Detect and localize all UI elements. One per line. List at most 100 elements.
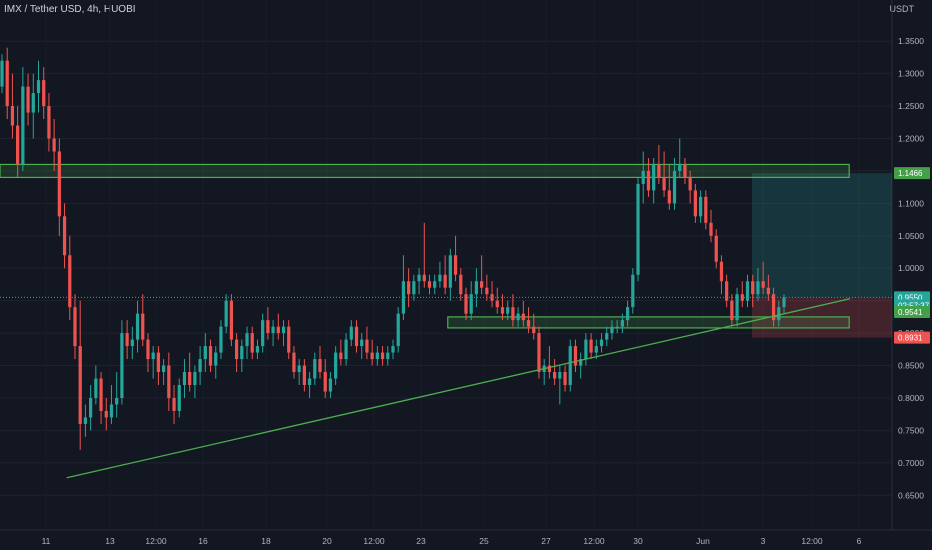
candle bbox=[94, 365, 98, 405]
candle bbox=[714, 229, 718, 269]
candle bbox=[109, 385, 114, 424]
candle-body bbox=[99, 378, 103, 411]
candle-body bbox=[526, 320, 531, 327]
y-tick-label: 0.7000 bbox=[898, 458, 924, 468]
candle bbox=[214, 346, 218, 379]
candle-body bbox=[5, 60, 9, 107]
candle-body bbox=[125, 333, 129, 347]
candle-body bbox=[365, 339, 369, 353]
candle bbox=[302, 359, 306, 392]
candle bbox=[667, 164, 671, 210]
candle bbox=[375, 346, 379, 366]
candle bbox=[464, 287, 468, 321]
candle-body bbox=[146, 339, 150, 360]
candle bbox=[318, 346, 322, 379]
candle bbox=[688, 170, 692, 204]
candle-body bbox=[115, 397, 119, 405]
x-tick-label: 12:00 bbox=[801, 536, 823, 546]
candle bbox=[427, 274, 432, 295]
candle bbox=[751, 274, 755, 308]
candle-body bbox=[255, 346, 260, 353]
candle bbox=[500, 294, 505, 321]
candle-body bbox=[704, 196, 708, 223]
y-tick-label: 1.0000 bbox=[898, 263, 924, 273]
currency-unit: USDT bbox=[889, 4, 915, 14]
candle-body bbox=[443, 274, 447, 288]
candle bbox=[657, 144, 661, 184]
candle bbox=[193, 365, 197, 398]
candle bbox=[344, 333, 348, 366]
candle-body bbox=[334, 352, 338, 379]
candle-body bbox=[234, 339, 239, 360]
candle-body bbox=[302, 365, 306, 386]
candle bbox=[208, 339, 213, 373]
price-label-text: 0.9541 bbox=[898, 308, 923, 317]
candle-body bbox=[349, 326, 353, 340]
candle bbox=[31, 73, 35, 139]
candle-body bbox=[26, 86, 30, 113]
stop-loss-zone bbox=[751, 297, 892, 338]
candle-body bbox=[537, 333, 541, 373]
candle bbox=[537, 326, 541, 379]
candle bbox=[21, 67, 25, 171]
candle-body bbox=[328, 378, 333, 392]
candle-body bbox=[407, 281, 411, 295]
candle-body bbox=[339, 352, 343, 360]
candle bbox=[563, 365, 567, 392]
candle-body bbox=[521, 313, 525, 321]
candle bbox=[646, 157, 651, 197]
candle bbox=[506, 300, 510, 321]
candle bbox=[198, 346, 202, 386]
candle-body bbox=[203, 346, 207, 360]
candle bbox=[532, 313, 536, 340]
candle-body bbox=[370, 352, 374, 360]
candle-body bbox=[313, 359, 317, 379]
candle bbox=[182, 359, 187, 398]
candle-body bbox=[558, 372, 562, 379]
candle bbox=[52, 119, 56, 171]
candle bbox=[146, 333, 150, 373]
candle bbox=[292, 346, 296, 379]
x-tick-label: 6 bbox=[857, 536, 862, 546]
candle-body bbox=[719, 261, 724, 282]
candle bbox=[652, 157, 656, 204]
candle-body bbox=[480, 281, 484, 288]
candle bbox=[47, 93, 51, 152]
candle bbox=[521, 300, 525, 327]
candle bbox=[0, 54, 4, 94]
candle-body bbox=[245, 333, 249, 347]
y-tick-label: 1.3000 bbox=[898, 69, 924, 79]
candle bbox=[401, 255, 406, 321]
candle bbox=[255, 339, 260, 360]
candle bbox=[271, 320, 275, 347]
candle bbox=[490, 281, 494, 308]
candle-body bbox=[31, 93, 35, 113]
y-tick-label: 0.6500 bbox=[898, 490, 924, 500]
candle-body bbox=[605, 333, 609, 340]
candle-body bbox=[688, 177, 692, 191]
candle-body bbox=[573, 346, 578, 366]
candle bbox=[224, 294, 228, 334]
candle-body bbox=[167, 365, 171, 398]
candle-body bbox=[433, 281, 437, 288]
candle-body bbox=[516, 313, 520, 321]
candle-body bbox=[579, 359, 583, 366]
x-tick-label: 3 bbox=[761, 536, 766, 546]
candle bbox=[631, 268, 635, 314]
candle-body bbox=[453, 255, 458, 275]
candle bbox=[99, 372, 103, 424]
y-tick-label: 1.0500 bbox=[898, 231, 924, 241]
candle bbox=[135, 300, 140, 353]
candle bbox=[339, 339, 343, 366]
candle bbox=[766, 274, 770, 301]
candle-body bbox=[610, 326, 614, 334]
candle-body bbox=[36, 80, 41, 94]
candle-body bbox=[782, 297, 786, 308]
candle-body bbox=[506, 307, 510, 314]
candle bbox=[558, 365, 562, 405]
candle bbox=[386, 346, 390, 366]
candle bbox=[568, 339, 572, 392]
x-tick-label: 16 bbox=[198, 536, 208, 546]
candle-body bbox=[646, 170, 651, 191]
